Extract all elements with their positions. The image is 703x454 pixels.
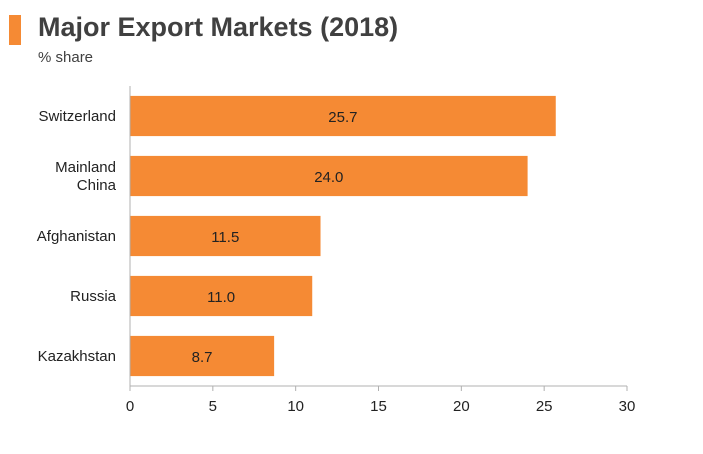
x-tick-label: 10 xyxy=(287,398,304,415)
x-tick-label: 20 xyxy=(453,398,470,415)
category-label: Russia xyxy=(70,288,117,305)
bar-mainland-china xyxy=(130,155,528,197)
data-label: 24.0 xyxy=(314,169,343,186)
bar-kazakhstan xyxy=(130,335,275,377)
x-tick-label: 25 xyxy=(536,398,553,415)
data-label: 8.7 xyxy=(192,349,213,366)
x-tick-label: 30 xyxy=(619,398,636,415)
data-label: 25.7 xyxy=(328,109,357,126)
category-label: Switzerland xyxy=(38,108,116,125)
category-label: Mainland xyxy=(55,159,116,176)
category-label: Kazakhstan xyxy=(38,348,116,365)
bar-switzerland xyxy=(130,95,556,137)
chart-title: Major Export Markets (2018) xyxy=(38,12,399,42)
x-tick-label: 5 xyxy=(209,398,217,415)
x-tick-label: 0 xyxy=(126,398,134,415)
data-label: 11.5 xyxy=(211,229,239,246)
x-tick-label: 15 xyxy=(370,398,387,415)
title-accent-bar xyxy=(9,15,21,45)
bar-russia xyxy=(130,275,313,317)
bar-afghanistan xyxy=(130,215,321,257)
data-label: 11.0 xyxy=(207,289,235,306)
chart-subtitle: % share xyxy=(38,49,94,66)
category-label: Afghanistan xyxy=(37,228,116,245)
category-label: China xyxy=(77,177,117,194)
